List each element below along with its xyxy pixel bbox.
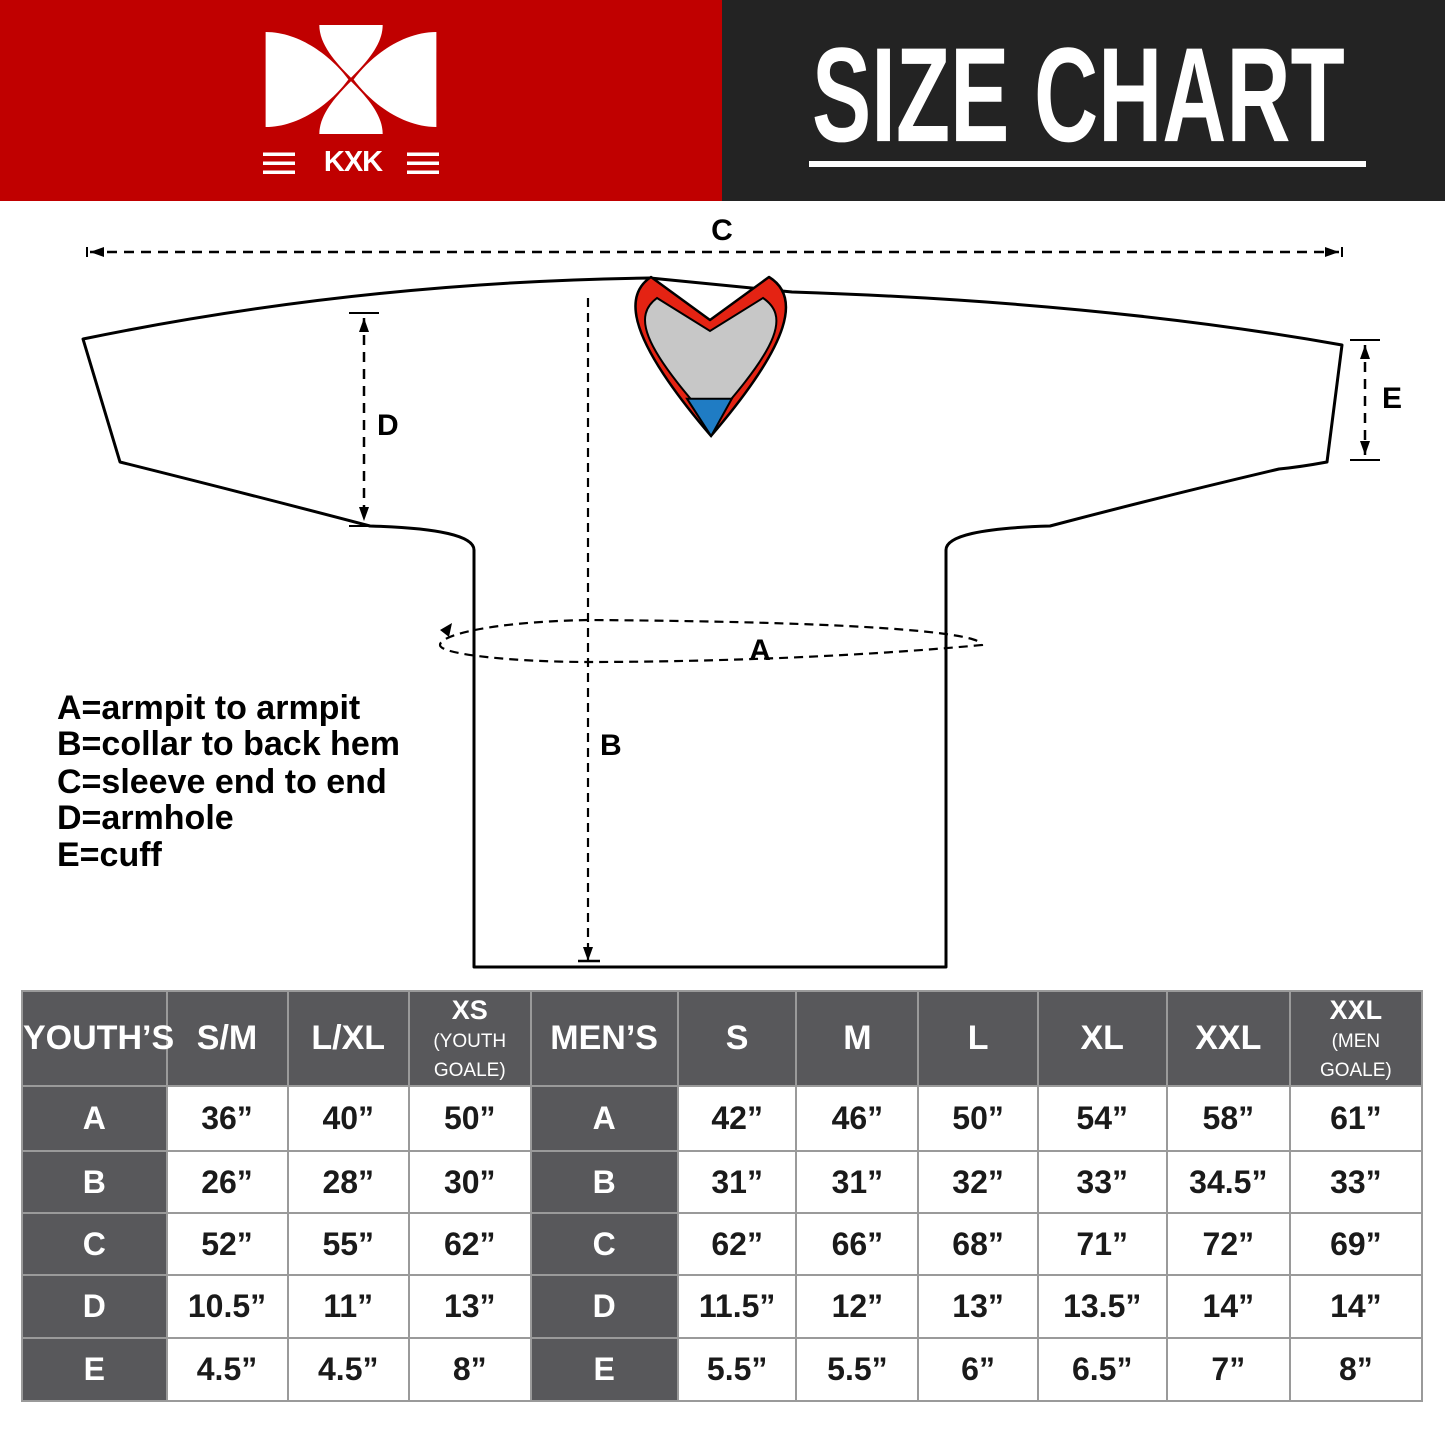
svg-text:E=cuff: E=cuff <box>57 836 163 874</box>
svg-text:C: C <box>711 214 733 247</box>
svg-text:D: D <box>377 409 399 442</box>
svg-text:C=sleeve end to end: C=sleeve end to end <box>57 763 387 801</box>
svg-text:B: B <box>600 729 622 762</box>
svg-text:A: A <box>749 634 771 667</box>
svg-text:B=collar to back hem: B=collar to back hem <box>57 725 400 763</box>
svg-text:E: E <box>1382 382 1402 415</box>
svg-text:D=armhole: D=armhole <box>57 799 234 837</box>
svg-text:A=armpit to armpit: A=armpit to armpit <box>57 689 360 727</box>
